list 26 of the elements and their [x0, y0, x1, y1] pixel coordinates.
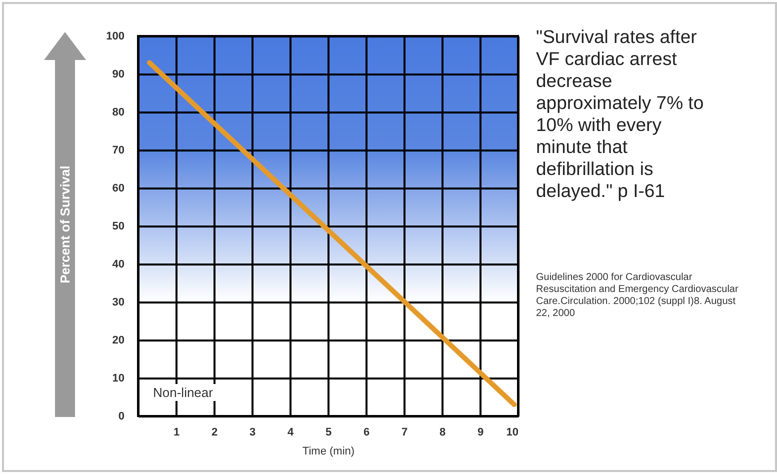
y-tick-label: 30	[112, 296, 124, 308]
x-tick-label: 9	[477, 426, 484, 438]
x-tick-label: 1	[173, 426, 180, 438]
y-tick-label: 80	[112, 106, 124, 118]
y-tick-label: 10	[112, 372, 124, 384]
y-tick-label: 50	[112, 220, 124, 232]
x-tick-label: 6	[363, 426, 370, 438]
x-tick-label: 10	[506, 426, 518, 438]
x-tick-label: 4	[287, 426, 294, 438]
x-tick-label: 2	[211, 426, 218, 438]
y-tick-label: 90	[112, 68, 124, 80]
y-tick-label: 40	[112, 258, 124, 270]
x-tick-label: 5	[325, 426, 332, 438]
y-tick-label: 70	[112, 144, 124, 156]
y-tick-label: 100	[106, 30, 124, 42]
y-tick-label: 0	[118, 410, 124, 422]
x-axis-title: Time (min)	[302, 446, 355, 458]
x-tick-label: 3	[249, 426, 256, 438]
x-tick-label: 8	[439, 426, 446, 438]
y-tick-label: 20	[112, 334, 124, 346]
x-tick-label: 7	[401, 426, 408, 438]
text: Guidelines 2000 for Cardiovascular Resuscitation and Emergency Cardiovascular Care.Circulation. 2000;102 (suppl I)8. August 22, 2000	[536, 272, 740, 320]
y-axis-title: Percent of Survival	[58, 166, 72, 284]
annotation: Non-linear	[150, 384, 216, 401]
y-tick-label: 60	[112, 182, 124, 194]
text: "Survival rates after VF cardiac arrest decrease approximately 7% to 10% with every minute that defibrillation is delayed." p I-61	[536, 26, 705, 202]
